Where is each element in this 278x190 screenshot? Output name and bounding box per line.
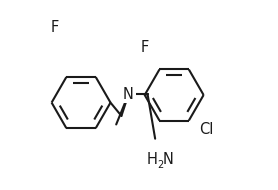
Text: F: F	[50, 20, 59, 35]
Text: N: N	[162, 152, 173, 167]
Text: N: N	[123, 87, 134, 101]
Text: Cl: Cl	[199, 122, 214, 137]
Text: 2: 2	[157, 160, 164, 170]
Text: F: F	[141, 40, 149, 55]
Text: H: H	[146, 152, 157, 167]
